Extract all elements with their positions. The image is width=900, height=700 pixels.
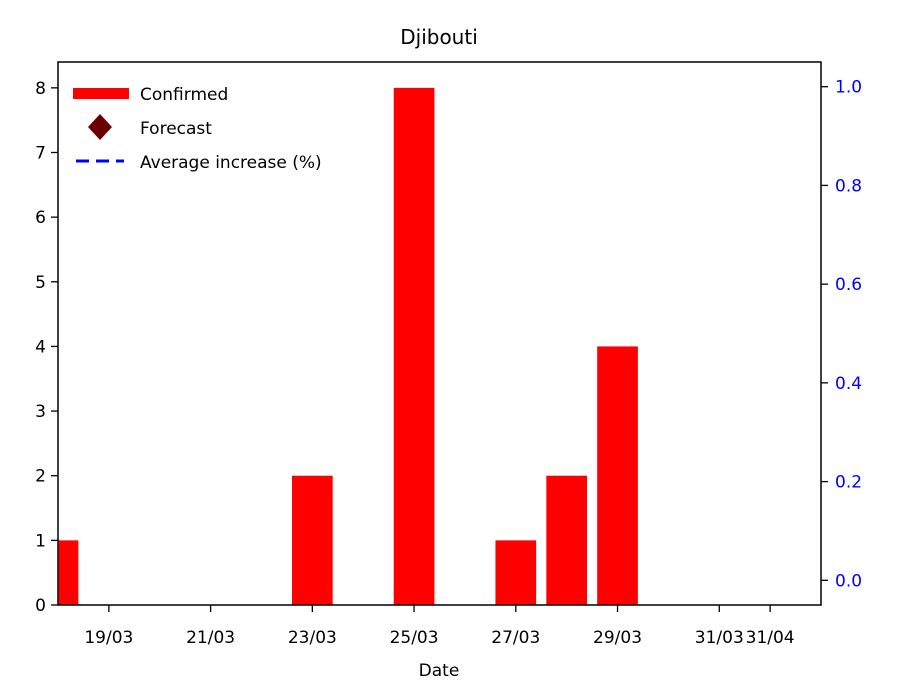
bar-confirmed-2020-03-29 — [597, 346, 638, 605]
x-tick-label: 19/03 — [84, 628, 133, 648]
legend-marker-forecast — [88, 114, 112, 140]
y-tick-label: 0 — [35, 596, 46, 616]
x-tick-label: 31/03 — [695, 628, 744, 648]
chart-title: Djibouti — [400, 25, 478, 49]
y-tick-label: 3 — [35, 402, 46, 422]
y-tick-label: 8 — [35, 79, 46, 99]
y2-tick-label: 0.4 — [835, 374, 862, 394]
plot-area-frame — [57, 61, 822, 606]
y-tick-label: 2 — [35, 467, 46, 487]
x-tick-label: 31/04 — [746, 628, 795, 648]
bar-confirmed-2020-03-25 — [393, 87, 435, 605]
y2-tick-label: 0.6 — [835, 275, 862, 295]
y2-tick-label: 0.0 — [835, 571, 862, 591]
y-tick-label: 5 — [35, 273, 46, 293]
y-tick-label: 4 — [35, 337, 46, 357]
legend-label-average-increase: Average increase (%) — [140, 153, 322, 173]
x-tick-label: 27/03 — [491, 628, 540, 648]
y-tick-label: 7 — [35, 144, 46, 164]
bar-confirmed-2020-03-28 — [546, 475, 588, 605]
legend: Confirmed Forecast Average increase (%) — [73, 85, 322, 173]
legend-swatch-confirmed — [73, 88, 129, 99]
legend-label-confirmed: Confirmed — [140, 85, 228, 105]
x-tick-label: 29/03 — [593, 628, 642, 648]
x-tick-label: 23/03 — [288, 628, 337, 648]
x-axis-label: Date — [419, 661, 460, 681]
bar-confirmed-2020-03-18 — [58, 540, 79, 605]
y2-tick-label: 0.8 — [835, 176, 862, 196]
y2-tick-label: 1.0 — [835, 78, 862, 98]
y2-tick-label: 0.2 — [835, 473, 862, 493]
y-tick-label: 1 — [35, 531, 46, 551]
legend-label-forecast: Forecast — [140, 119, 212, 139]
x-tick-label: 21/03 — [186, 628, 235, 648]
y-tick-label: 6 — [35, 208, 46, 228]
bar-confirmed-2020-03-23 — [291, 475, 333, 605]
bar-confirmed-2020-03-27 — [495, 540, 537, 605]
x-tick-label: 25/03 — [390, 628, 439, 648]
